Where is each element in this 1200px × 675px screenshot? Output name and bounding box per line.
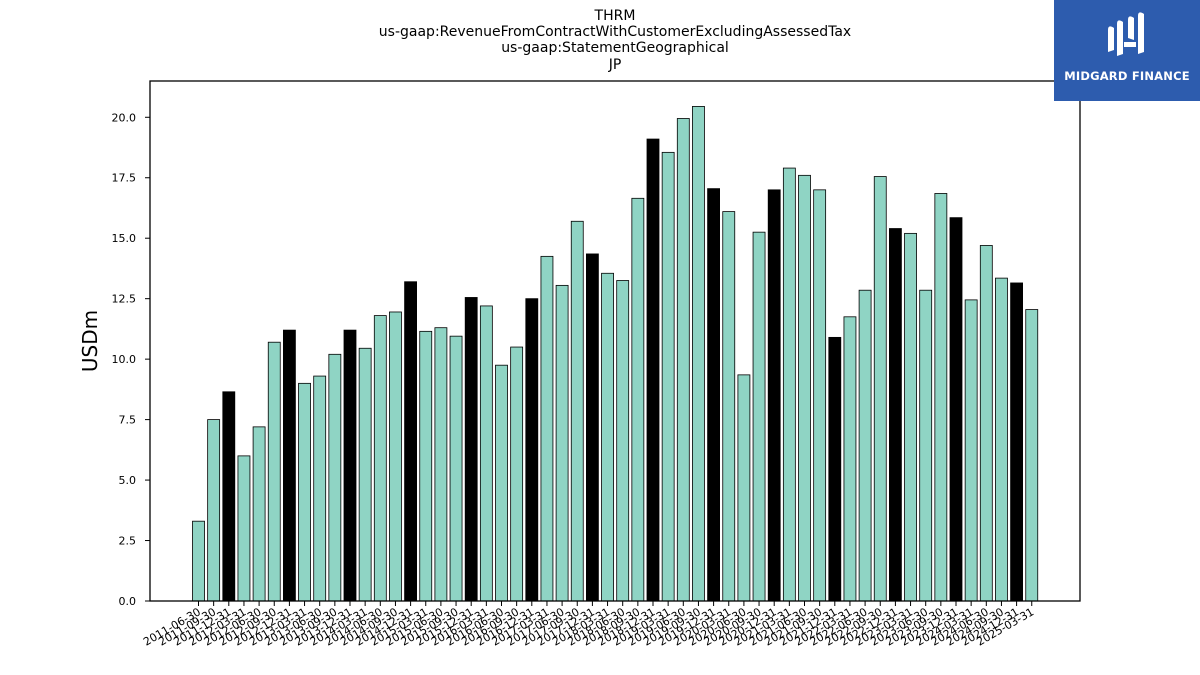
bar-2015-06-30 (434, 327, 448, 602)
bar-2019-06-30 (676, 118, 690, 602)
bar-2012-03-31 (237, 455, 251, 602)
bar-2011-06-30 (192, 520, 205, 602)
bar-2018-09-30 (631, 197, 645, 602)
bar-2015-09-30 (449, 335, 463, 602)
bar-2019-09-30 (692, 106, 705, 602)
midgard-logo-icon (1108, 12, 1144, 56)
bar-2019-03-31 (661, 151, 675, 602)
bar-2012-12-31 (282, 329, 296, 602)
bar-2014-03-31 (358, 347, 372, 602)
y-axis: 0.0 2.5 5.0 7.5 10.0 12.5 15.0 17.5 20.0 (112, 111, 150, 608)
bar-2013-12-31 (343, 329, 357, 602)
y-tick-label: 5.0 (119, 474, 137, 487)
bar-2020-06-30 (737, 374, 751, 602)
bar-2011-09-30 (207, 419, 221, 602)
bar-2015-03-31 (419, 330, 433, 602)
y-tick-label: 7.5 (119, 414, 137, 427)
bar-series (192, 106, 1039, 602)
bar-2022-03-31 (843, 316, 857, 602)
y-tick-label: 10.0 (112, 353, 137, 366)
title-line-4: JP (608, 57, 622, 73)
bar-2020-12-31 (767, 189, 781, 602)
bar-2016-06-30 (495, 364, 508, 602)
bar-2017-06-30 (555, 284, 569, 602)
bar-2014-09-30 (389, 311, 402, 602)
y-tick-label: 0.0 (119, 595, 137, 608)
y-tick-label: 12.5 (112, 293, 137, 306)
bar-2017-09-30 (570, 220, 584, 602)
bar-2020-09-30 (752, 231, 766, 602)
bar-2012-06-30 (252, 426, 266, 602)
bar-2021-03-31 (782, 167, 796, 602)
x-axis: 2011-06-302011-09-302011-12-312012-03-31… (141, 601, 1036, 649)
bar-2014-12-31 (404, 281, 418, 602)
brand-logo: MIDGARD FINANCE (1054, 0, 1200, 101)
bar-2024-06-30 (979, 245, 993, 602)
bar-2021-06-30 (798, 174, 811, 602)
bar-2021-12-31 (828, 336, 842, 602)
bar-2023-06-30 (919, 289, 933, 602)
y-tick-label: 2.5 (119, 535, 137, 548)
bar-2018-03-31 (601, 272, 614, 602)
bar-2023-12-31 (949, 217, 963, 602)
bar-2012-09-30 (267, 341, 281, 602)
title-line-2: us-gaap:RevenueFromContractWithCustomerE… (379, 24, 851, 40)
bar-2023-03-31 (904, 232, 917, 602)
bar-2011-12-31 (222, 391, 236, 602)
bar-2013-03-31 (298, 382, 311, 602)
bar-2016-09-30 (510, 346, 524, 602)
bar-2022-09-30 (873, 176, 887, 602)
title-line-1: THRM (594, 8, 636, 24)
bar-2024-12-31 (1010, 282, 1023, 602)
bar-2022-06-30 (858, 289, 872, 602)
bar-2013-09-30 (328, 353, 342, 602)
bar-2015-12-31 (464, 297, 478, 602)
bar-2023-09-30 (934, 193, 948, 602)
bar-2020-03-31 (722, 211, 736, 602)
title-line-3: us-gaap:StatementGeographical (501, 40, 729, 56)
bar-2022-12-31 (889, 228, 902, 602)
y-tick-label: 20.0 (112, 111, 137, 124)
y-tick-label: 15.0 (112, 232, 137, 245)
bar-2018-12-31 (646, 138, 660, 602)
bar-2021-09-30 (813, 189, 827, 602)
bar-2014-06-30 (373, 315, 387, 602)
bar-2016-03-31 (479, 305, 493, 602)
y-axis-label: USDm (78, 310, 102, 372)
bar-2013-06-30 (313, 375, 327, 602)
bar-2024-03-31 (964, 299, 978, 602)
y-tick-label: 17.5 (112, 172, 137, 185)
bar-2025-03-31 (1025, 309, 1039, 602)
bar-2024-09-30 (995, 277, 1008, 602)
brand-name: MIDGARD FINANCE (1064, 69, 1190, 83)
bar-2016-12-31 (525, 298, 539, 602)
bar-2019-12-31 (707, 188, 720, 602)
plot-frame (149, 80, 1081, 602)
bar-2017-12-31 (586, 253, 599, 602)
chart-title: THRM us-gaap:RevenueFromContractWithCust… (379, 8, 851, 73)
bar-2017-03-31 (540, 255, 554, 602)
bar-2018-06-30 (616, 280, 630, 602)
